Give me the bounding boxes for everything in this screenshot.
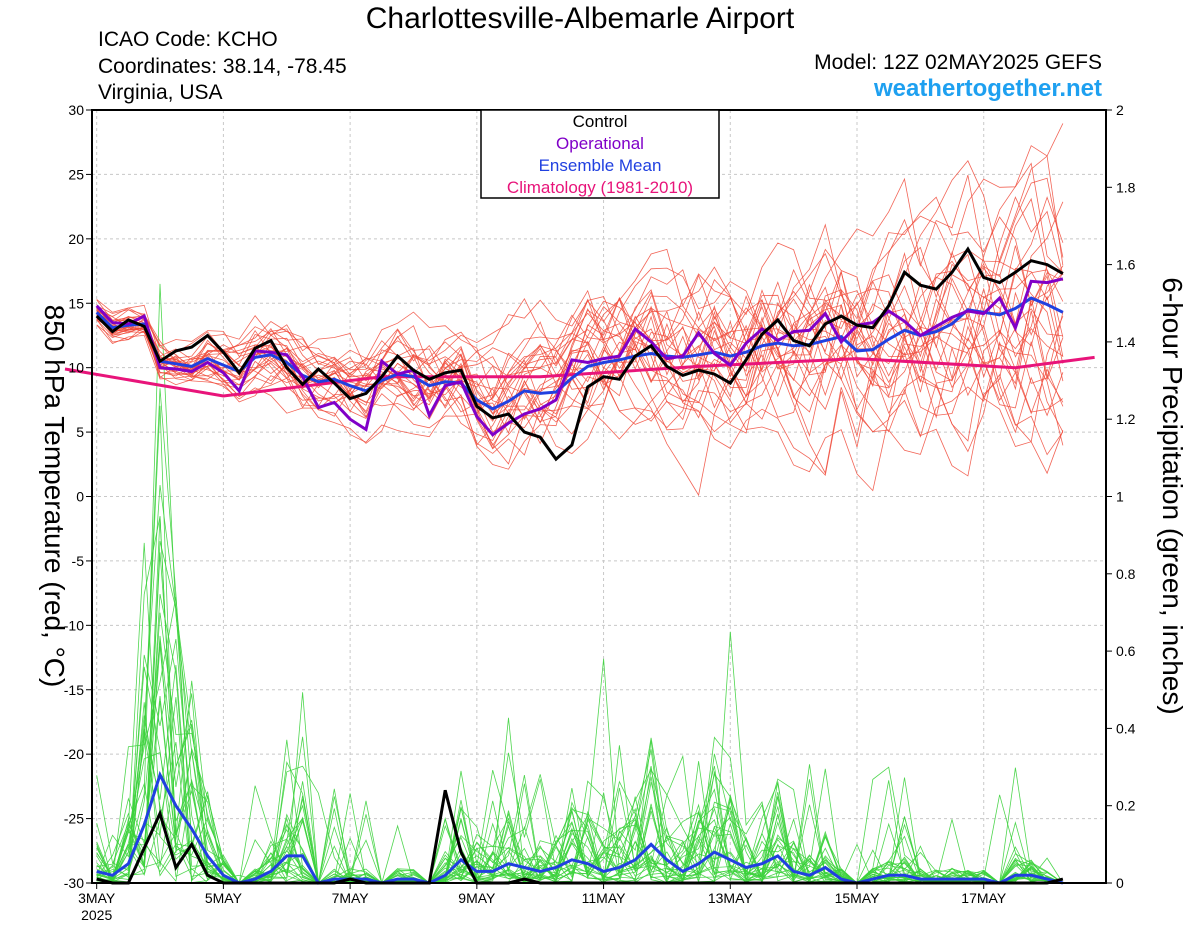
y-tick-label: -30 <box>64 875 84 891</box>
y2-tick-label: 1.4 <box>1116 334 1136 350</box>
y2-tick-label: 1.8 <box>1116 179 1136 195</box>
region: Virginia, USA <box>98 81 223 104</box>
x-tick-label: 3MAY <box>78 890 116 906</box>
y-tick-label: -10 <box>64 617 84 633</box>
y2-tick-label: 0.2 <box>1116 798 1136 814</box>
ensemble-member-precip-line <box>96 516 1064 884</box>
page-title: Charlottesville-Albemarle Airport <box>365 2 795 35</box>
y-tick-label: -5 <box>72 553 85 569</box>
ensemble-member-temperature-line <box>96 286 1064 422</box>
ensemble-members <box>96 123 1064 885</box>
ensemble-member-precip-line <box>96 388 1063 885</box>
y-tick-label: -15 <box>64 682 84 698</box>
ensemble-member-temperature-line <box>96 262 1064 440</box>
y2-tick-label: 1.2 <box>1116 411 1136 427</box>
y2-tick-label: 1.6 <box>1116 257 1136 273</box>
legend: Control Operational Ensemble Mean Climatolo… <box>480 109 720 199</box>
x-tick-sublabel: 2025 <box>81 907 112 923</box>
ensemble-member-precip-line <box>96 639 1063 884</box>
x-tick-label: 15MAY <box>835 890 881 906</box>
ensemble-member-temperature-line <box>96 174 1064 429</box>
legend-entry: Climatology (1981-2010) <box>507 178 693 197</box>
ensemble-member-temperature-line <box>96 267 1064 492</box>
ensemble-member-precip-line <box>96 485 1064 884</box>
y2-tick-label: 0.8 <box>1116 566 1136 582</box>
model-run: Model: 12Z 02MAY2025 GEFS <box>814 51 1102 74</box>
ensemble-member-temperature-line <box>96 288 1064 398</box>
ensemble-member-temperature-line <box>96 123 1064 415</box>
x-tick-label: 17MAY <box>961 890 1007 906</box>
y2-tick-label: 0.4 <box>1116 720 1136 736</box>
y2-tick-label: 0.6 <box>1116 643 1136 659</box>
y-tick-label: -25 <box>64 811 84 827</box>
y-tick-label: 0 <box>76 489 84 505</box>
ensemble-member-precip-line <box>96 752 1063 884</box>
ensemble-member-temperature-line <box>96 291 1064 477</box>
ensemble-member-precip-line <box>96 594 1064 884</box>
legend-entry: Control <box>573 112 628 131</box>
climatology-line <box>64 355 1095 398</box>
ensemble-member-precip-line <box>96 405 1063 884</box>
ensemble-member-temperature-line <box>96 242 1064 415</box>
icao-code: ICAO Code: KCHO <box>98 28 278 51</box>
ensemble-member-precip-line <box>96 596 1063 884</box>
ensemble-member-precip-line <box>96 666 1064 884</box>
temperature-control-line <box>95 246 1064 462</box>
y-tick-label: 5 <box>76 424 84 440</box>
y2-axis-label: 6-hour Precipitation (green, inches) <box>1157 277 1188 714</box>
y-tick-label: 20 <box>68 231 84 247</box>
ensemble-member-temperature-line <box>96 196 1064 446</box>
ensemble-member-temperature-line <box>96 289 1064 456</box>
ensemble-member-temperature-line <box>96 155 1064 450</box>
right-axis: 2 1.8 1.6 1.4 1.2 1 0.8 0.6 0.4 0.2 0 <box>1106 102 1136 891</box>
grid-lines <box>92 110 1106 883</box>
x-tick-label: 9MAY <box>458 890 496 906</box>
x-tick-label: 7MAY <box>332 890 370 906</box>
temperature-operational-line <box>95 277 1064 437</box>
ensemble-member-precip-line <box>96 749 1063 884</box>
y-tick-label: 15 <box>68 295 84 311</box>
temperature-ensemble-mean-line <box>95 296 1064 411</box>
y2-tick-label: 1 <box>1116 489 1124 505</box>
y-tick-label: -20 <box>64 746 84 762</box>
left-axis: 30 25 20 15 10 5 0 -5 -10 -15 -20 -25 -30 <box>64 102 92 891</box>
ensemble-member-temperature-line <box>96 162 1064 470</box>
x-tick-label: 13MAY <box>708 890 754 906</box>
y2-tick-label: 0 <box>1116 875 1124 891</box>
ensemble-member-temperature-line <box>96 308 1064 455</box>
x-tick-label: 5MAY <box>205 890 243 906</box>
ensemble-member-temperature-line <box>96 281 1064 497</box>
y-axis-label: 850 hPa Temperature (red, °C) <box>39 305 70 688</box>
y-tick-label: 25 <box>68 166 84 182</box>
main-series <box>64 246 1095 885</box>
coordinates: Coordinates: 38.14, -78.45 <box>98 55 347 78</box>
y-tick-label: 10 <box>68 360 84 376</box>
website-link[interactable]: weathertogether.net <box>873 75 1102 102</box>
precip-ensemble-mean-line <box>96 770 1064 885</box>
ensemble-member-temperature-line <box>96 305 1064 476</box>
y2-tick-label: 2 <box>1116 102 1124 118</box>
y-tick-label: 30 <box>68 102 84 118</box>
legend-entry: Ensemble Mean <box>539 156 662 175</box>
ensemble-member-precip-line <box>96 516 1064 884</box>
x-tick-label: 11MAY <box>582 890 626 906</box>
legend-entry: Operational <box>556 134 644 153</box>
legend-box <box>480 109 720 199</box>
